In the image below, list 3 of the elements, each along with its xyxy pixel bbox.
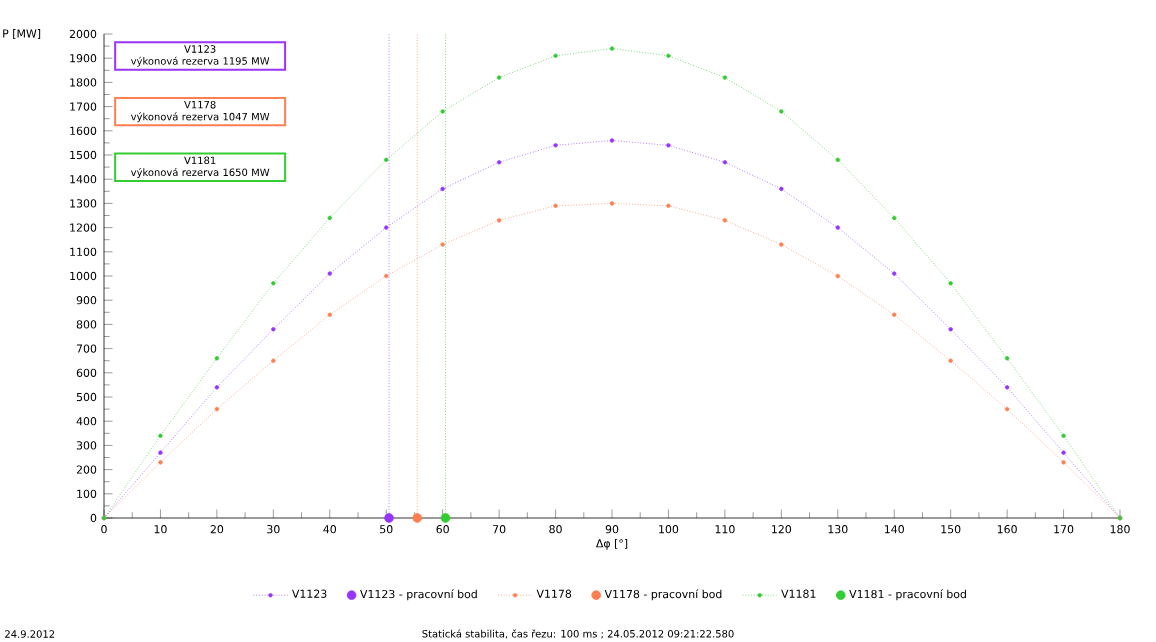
point [384, 513, 394, 523]
point [412, 513, 423, 523]
point [440, 513, 451, 523]
